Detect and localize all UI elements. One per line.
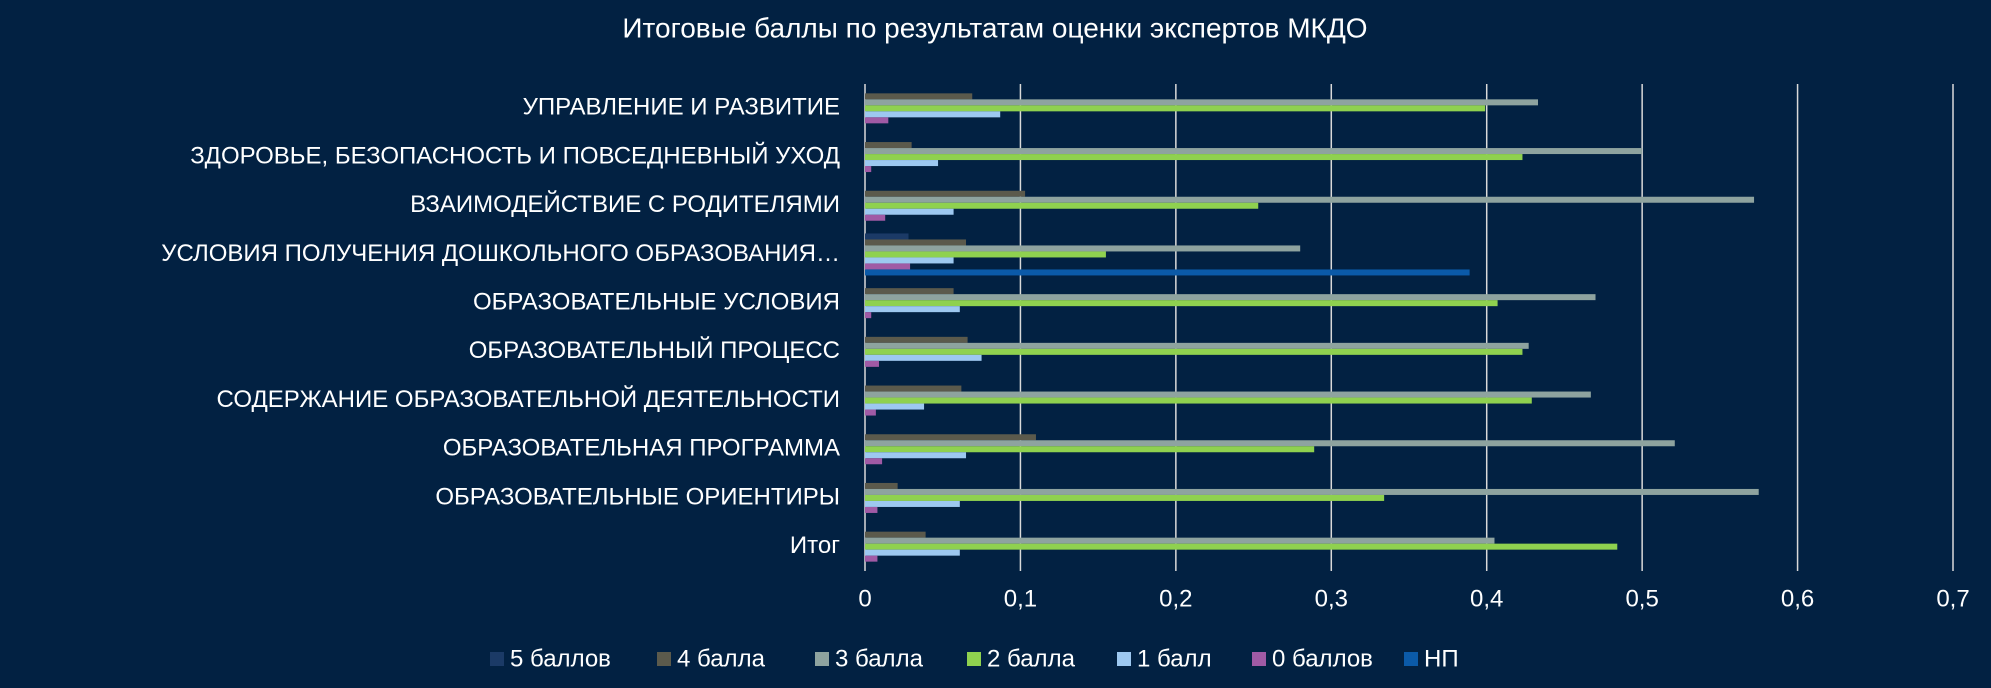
legend-swatch — [967, 652, 981, 666]
legend-label: 3 балла — [835, 645, 924, 672]
bar — [865, 440, 1675, 447]
bar — [865, 458, 883, 465]
bar — [865, 543, 1618, 550]
y-tick-label: ОБРАЗОВАТЕЛЬНЫЕ УСЛОВИЯ — [473, 288, 840, 315]
bar — [865, 342, 1529, 349]
bar — [865, 555, 878, 562]
bar — [865, 251, 1106, 258]
legend-swatch — [1117, 652, 1131, 666]
bar — [865, 257, 954, 264]
bar — [865, 488, 1759, 495]
y-tick-label: ОБРАЗОВАТЕЛЬНЫЕ ОРИЕНТИРЫ — [435, 483, 840, 510]
bar — [865, 245, 1301, 252]
bar — [865, 385, 962, 392]
x-tick-label: 0,1 — [1004, 585, 1037, 612]
bar — [865, 263, 911, 270]
bar — [865, 300, 1498, 307]
bar — [865, 288, 954, 295]
legend-label: 1 балл — [1137, 645, 1212, 672]
bar — [865, 434, 1036, 441]
bar — [865, 306, 960, 313]
bar — [865, 336, 968, 343]
bar — [865, 348, 1523, 355]
bar — [865, 452, 967, 459]
y-tick-label: УПРАВЛЕНИЕ И РАЗВИТИЕ — [523, 94, 840, 121]
bar — [865, 160, 939, 167]
x-tick-label: 0,2 — [1159, 585, 1192, 612]
legend-swatch — [657, 652, 671, 666]
y-tick-label: УСЛОВИЯ ПОЛУЧЕНИЯ ДОШКОЛЬНОГО ОБРАЗОВАНИ… — [161, 240, 840, 267]
bar — [865, 549, 960, 556]
bar — [865, 397, 1532, 404]
bar — [865, 166, 872, 173]
bar — [865, 360, 879, 367]
bar — [865, 154, 1523, 161]
y-tick-label: СОДЕРЖАНИЕ ОБРАЗОВАТЕЛЬНОЙ ДЕЯТЕЛЬНОСТИ — [217, 385, 840, 413]
bar — [865, 111, 1001, 118]
x-tick-label: 0,5 — [1625, 585, 1658, 612]
bar — [865, 537, 1495, 544]
bar — [865, 482, 898, 489]
bar — [865, 446, 1315, 453]
legend-swatch — [1404, 652, 1418, 666]
bar — [865, 500, 960, 507]
bar — [865, 294, 1596, 301]
legend-label: 0 баллов — [1272, 645, 1373, 672]
bar — [865, 391, 1591, 398]
bar — [865, 105, 1486, 112]
bar — [865, 99, 1539, 106]
x-tick-label: 0,6 — [1781, 585, 1814, 612]
bar — [865, 239, 967, 246]
bar — [865, 403, 925, 410]
bar — [865, 312, 872, 319]
legend-label: 4 балла — [677, 645, 766, 672]
legend-label: НП — [1424, 645, 1459, 672]
bar — [865, 190, 1026, 197]
bar — [865, 214, 886, 221]
y-tick-label: ВЗАИМОДЕЙСТВИЕ С РОДИТЕЛЯМИ — [410, 190, 840, 218]
bar — [865, 196, 1755, 203]
legend-label: 2 балла — [987, 645, 1076, 672]
bar — [865, 117, 889, 124]
x-tick-label: 0 — [858, 585, 871, 612]
legend-swatch — [1252, 652, 1266, 666]
legend-swatch — [815, 652, 829, 666]
bar — [865, 494, 1385, 501]
bar — [865, 354, 982, 361]
bar — [865, 148, 1643, 155]
legend-swatch — [490, 652, 504, 666]
bar — [865, 531, 926, 538]
legend-label: 5 баллов — [510, 645, 611, 672]
y-tick-label: ОБРАЗОВАТЕЛЬНАЯ ПРОГРАММА — [443, 435, 840, 462]
chart-title: Итоговые баллы по результатам оценки экс… — [622, 12, 1367, 43]
bar — [865, 208, 954, 215]
bar — [865, 233, 909, 240]
y-tick-label: ЗДОРОВЬЕ, БЕЗОПАСНОСТЬ И ПОВСЕДНЕВНЫЙ УХ… — [190, 141, 840, 169]
bar — [865, 506, 878, 513]
x-tick-label: 0,3 — [1315, 585, 1348, 612]
x-tick-label: 0,4 — [1470, 585, 1503, 612]
y-tick-label: Итог — [790, 532, 840, 559]
bar — [865, 142, 912, 149]
y-tick-label: ОБРАЗОВАТЕЛЬНЫЙ ПРОЦЕСС — [469, 336, 840, 364]
bar — [865, 269, 1470, 276]
bar — [865, 202, 1259, 209]
x-tick-label: 0,7 — [1936, 585, 1969, 612]
bar — [865, 409, 876, 416]
bar — [865, 93, 973, 100]
